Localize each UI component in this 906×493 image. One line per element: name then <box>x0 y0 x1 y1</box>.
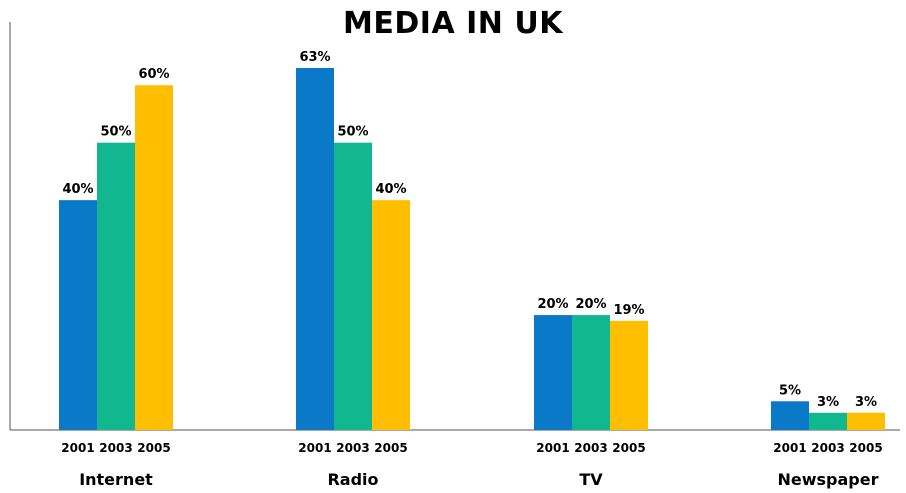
bar-tv-2003 <box>572 315 610 430</box>
year-label-tv-2003: 2003 <box>574 441 607 455</box>
year-label-newspaper-2001: 2001 <box>773 441 806 455</box>
chart-title: MEDIA IN UK <box>343 6 563 41</box>
category-label-tv: TV <box>579 470 603 489</box>
category-label-internet: Internet <box>79 470 153 489</box>
data-label-radio-2003: 50% <box>337 125 368 140</box>
data-label-newspaper-2003: 3% <box>817 395 839 410</box>
data-label-internet-2005: 60% <box>138 67 169 82</box>
year-label-internet-2005: 2005 <box>137 441 170 455</box>
year-label-radio-2003: 2003 <box>336 441 369 455</box>
data-label-radio-2001: 63% <box>299 50 330 65</box>
bar-radio-2003 <box>334 142 372 430</box>
data-label-tv-2001: 20% <box>537 297 568 312</box>
data-label-tv-2003: 20% <box>575 297 606 312</box>
year-label-internet-2003: 2003 <box>99 441 132 455</box>
bar-radio-2005 <box>372 200 410 430</box>
data-label-tv-2005: 19% <box>613 303 644 318</box>
data-label-internet-2003: 50% <box>100 125 131 140</box>
data-label-newspaper-2005: 3% <box>855 395 877 410</box>
bar-newspaper-2005 <box>847 412 885 430</box>
year-label-newspaper-2005: 2005 <box>849 441 882 455</box>
year-label-tv-2001: 2001 <box>536 441 569 455</box>
bar-radio-2001 <box>296 67 334 430</box>
data-label-internet-2001: 40% <box>62 182 93 197</box>
bar-internet-2003 <box>97 142 135 430</box>
year-label-radio-2001: 2001 <box>298 441 331 455</box>
year-label-radio-2005: 2005 <box>374 441 407 455</box>
data-label-newspaper-2001: 5% <box>779 383 801 398</box>
bar-tv-2001 <box>534 315 572 430</box>
bar-newspaper-2003 <box>809 412 847 430</box>
category-label-newspaper: Newspaper <box>778 470 879 489</box>
bar-internet-2005 <box>135 85 173 430</box>
year-label-internet-2001: 2001 <box>61 441 94 455</box>
category-label-radio: Radio <box>327 470 378 489</box>
bar-newspaper-2001 <box>771 401 809 430</box>
bar-tv-2005 <box>610 320 648 430</box>
year-label-newspaper-2003: 2003 <box>811 441 844 455</box>
data-label-radio-2005: 40% <box>375 182 406 197</box>
bar-internet-2001 <box>59 200 97 430</box>
year-label-tv-2005: 2005 <box>612 441 645 455</box>
